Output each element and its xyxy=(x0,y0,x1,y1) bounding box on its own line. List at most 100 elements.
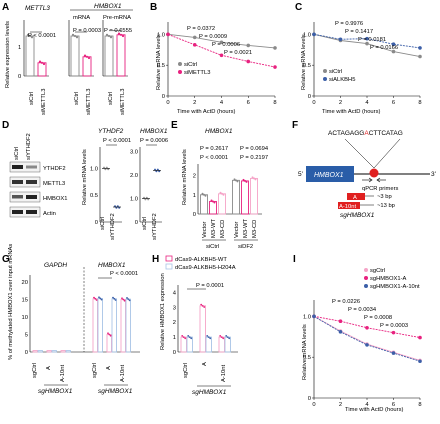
bar-g-1-3 xyxy=(97,298,103,353)
point-h-0-1-1 xyxy=(201,304,204,307)
panel-i-xlabel: Time with ActD (hours) xyxy=(345,407,403,413)
panel-b-ytick-0: 0 xyxy=(162,94,165,100)
panel-i-pvalue-4: P = 0.0003 xyxy=(380,323,408,329)
panel-c-ylabel: Relative mRNA levels xyxy=(301,34,307,90)
panel-i-ytick-1: 0.5 xyxy=(303,355,311,361)
panel-g-gene-1: GAPDH xyxy=(44,262,67,269)
point-g-0-5-0 xyxy=(121,297,123,300)
point-a-0-1-0 xyxy=(38,60,42,63)
panel-c-point-1-2 xyxy=(365,36,369,41)
point-h-0-2-2 xyxy=(222,337,225,340)
panel-a-xtick-2c: siMETTL3 xyxy=(120,89,126,115)
panel-c-xtick-2: 4 xyxy=(365,100,369,106)
point-e-3-2 xyxy=(236,180,239,183)
point-h-0-0-2 xyxy=(184,337,187,340)
panel-a-subtitle-pre: Pre-mRNA xyxy=(103,15,131,21)
panel-c-point-1-3 xyxy=(391,42,396,46)
panel-c-point-1-4 xyxy=(418,46,422,50)
point-a-0-0-2 xyxy=(30,36,34,39)
panel-b-xtick-3: 6 xyxy=(247,100,250,106)
panel-c-pvalue-2: P = 0.1417 xyxy=(345,29,373,35)
panel-letter-c: C xyxy=(295,2,302,13)
panel-a-ytick-1: 1 xyxy=(18,45,21,51)
panel-e-title: HMBOX1 xyxy=(205,128,233,135)
panel-i-point-1-1 xyxy=(338,319,343,324)
point-h-0-2-0 xyxy=(219,335,222,337)
panel-e-ytick-0: 0 xyxy=(193,212,196,218)
panel-b-xtick-0: 0 xyxy=(166,100,169,106)
point-h-1-1-1 xyxy=(207,336,210,339)
panel-letter-i: I xyxy=(293,254,296,265)
bar-g-1-0 xyxy=(37,350,43,353)
panel-c-legend-kd: siALKBH5 xyxy=(329,77,355,83)
panel-e-ytick-2: 2 xyxy=(193,174,196,180)
panel-i-point-2-1 xyxy=(338,330,343,334)
panel-d-ytick-1-2: 2.0 xyxy=(130,173,138,179)
panel-d-ytick-1-3: 3.0 xyxy=(130,150,138,156)
panel-i-xtick-2: 4 xyxy=(365,402,369,408)
bar-e-1 xyxy=(209,201,217,215)
bar-a-1-0 xyxy=(70,35,80,77)
panel-e-ylabel: Relative mRNA levels xyxy=(182,149,188,205)
panel-e-xtick-4: Vector xyxy=(234,221,240,238)
panel-a-title-group: HMBOX1 xyxy=(94,3,122,10)
panel-a-subtitle-mrna: mRNA xyxy=(73,15,90,21)
panel-c-ytick-0: 0 xyxy=(308,94,311,100)
point-g-0-3-2 xyxy=(95,299,98,301)
panel-i-legend-1: sgCtrl xyxy=(370,268,385,274)
panel-f-seq-left: ACTAGAGGACTTCATAG xyxy=(328,130,403,137)
panel-g-ylabel: % of methylated HMBOX1 over input mRNAs xyxy=(8,244,14,360)
point-h-1-0-0 xyxy=(187,335,190,337)
panel-i-pvalue-3: P = 0.0008 xyxy=(364,315,392,321)
panel-i-xtick-4: 8 xyxy=(418,402,421,408)
panel-d-blot-3: HMBOX1 xyxy=(43,196,67,202)
bar-h-0-2 xyxy=(218,336,225,353)
panel-h-ytick-2: 2 xyxy=(173,320,176,326)
point-a-1-1-0 xyxy=(83,54,87,57)
panel-g-ytick-1: 5 xyxy=(25,333,28,339)
panel-letter-d: D xyxy=(2,120,9,131)
panel-d-lane-1: siCtrl xyxy=(14,147,20,160)
point-a-0-0-0 xyxy=(26,33,30,36)
point-a-2-0-1 xyxy=(107,34,111,38)
panel-e-xtick-3: M3-CD xyxy=(220,220,226,238)
panel-g-xtick-4: sgCtrl xyxy=(92,363,98,378)
panel-a-ylabel: Relative expression levels xyxy=(5,21,11,88)
point-g-1-3-0 xyxy=(98,296,100,299)
panel-d-ytick-0-0: 0 xyxy=(95,220,98,226)
panel-i-ytick-2: 1.0 xyxy=(303,314,311,320)
point-a-1-0-0 xyxy=(71,33,75,36)
panel-e-xtick-1: Vector xyxy=(202,221,208,238)
point-e-1-1 xyxy=(212,200,214,203)
point-h-0-1-2 xyxy=(203,306,206,308)
panel-e-pvalue-3: P < 0.0001 xyxy=(200,155,228,161)
point-e-1-2 xyxy=(213,201,216,204)
panel-i-pvalue-1: P = 0.0226 xyxy=(332,299,360,305)
bar-e-2 xyxy=(218,193,226,215)
bar-g-0-5 xyxy=(120,299,126,353)
panel-i-legend-2: sgHMBOX1-A xyxy=(370,276,407,282)
panel-g-sg-1: sgHMBOX1 xyxy=(38,388,73,395)
panel-f-primers: qPCR primers xyxy=(362,186,398,192)
panel-h: H dCas9-ALKBH5-WT dCas9-ALKBH5-H204A Rel… xyxy=(152,254,238,396)
panel-f-guide-a xyxy=(347,193,365,200)
point-g-1-3-1 xyxy=(99,297,102,300)
point-e-5-1 xyxy=(253,177,255,180)
panel-d-blot-4: Actin xyxy=(43,211,56,217)
panel-e-xtick-6: M3-CD xyxy=(252,220,258,238)
panel-b-point-1-2 xyxy=(219,53,224,58)
panel-i-xtick-0: 0 xyxy=(312,402,315,408)
panel-g-xtick-6: A-10nt xyxy=(120,365,126,382)
point-e-2-0 xyxy=(219,191,222,194)
point-a-2-1-2 xyxy=(121,34,125,38)
panel-i-legend-3: sgHMBOX1-A-10nt xyxy=(370,284,420,290)
point-a-2-1-0 xyxy=(117,32,121,35)
panel-g-ytick-4: 20 xyxy=(22,280,28,286)
bar-h-1-0 xyxy=(186,336,193,353)
panel-f-guide-a10 xyxy=(338,202,360,209)
panel-g-gene-2: HMBOX1 xyxy=(98,262,126,269)
panel-a-xtick-2a: siMETTL3 xyxy=(41,89,47,115)
point-g-1-3-2 xyxy=(100,298,103,301)
panel-h-legend-h204a: dCas9-ALKBH5-H204A xyxy=(175,265,236,271)
bar-e-0 xyxy=(200,194,208,215)
